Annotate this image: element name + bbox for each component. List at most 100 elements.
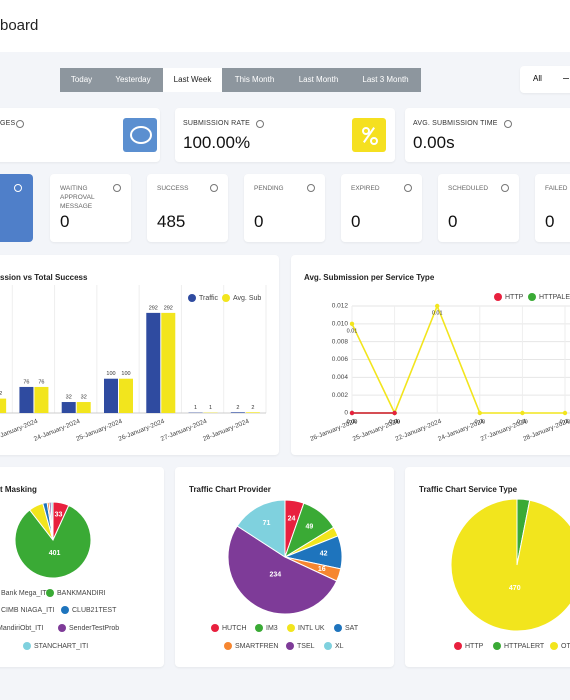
bar [245, 412, 260, 413]
pie-slice [227, 525, 338, 615]
bar-value-label: 42 [0, 391, 2, 397]
legend-label: SMARTFREN [235, 643, 278, 650]
bar-value-label: 32 [66, 394, 72, 400]
bar [146, 312, 161, 413]
legend-marker [211, 624, 219, 632]
x-tick-label: 26-January-2024 [117, 418, 166, 443]
pie-slice [14, 504, 92, 579]
legend-marker [222, 294, 230, 302]
status-card: SUCCESS 485 [147, 174, 228, 242]
legend-marker [61, 606, 69, 614]
status-value: 0 [254, 212, 264, 231]
legend-label: OTP [561, 643, 570, 650]
filter-button[interactable]: Last 3 Month [350, 68, 421, 92]
legend-label: HUTCH [222, 625, 247, 632]
bar [19, 386, 34, 413]
filter-button[interactable]: Last Week [163, 68, 222, 92]
stat-label: GES [0, 120, 16, 127]
bar-value-label: 100 [121, 371, 130, 377]
legend-label: Avg. Sub [233, 295, 261, 302]
info-icon [501, 184, 509, 192]
legend-label: IM3 [266, 625, 278, 632]
legend-marker [58, 624, 66, 632]
legend-marker [550, 642, 558, 650]
legend-label: HTTP [465, 643, 484, 650]
legend-marker [224, 642, 232, 650]
info-icon [504, 120, 512, 128]
y-tick-label: 0.012 [332, 303, 349, 310]
status-value: 0 [351, 212, 361, 231]
legend-marker [188, 294, 196, 302]
slice-label: 42 [320, 551, 328, 558]
chart-title: ssion vs Total Success [0, 273, 88, 282]
status-label: SUCCESS [157, 185, 189, 192]
legend-marker [23, 642, 31, 650]
line-point [349, 321, 355, 327]
x-tick-label: 27-January-2024 [160, 418, 209, 443]
slice-label: 24 [288, 516, 296, 523]
status-value: 0 [60, 212, 70, 231]
legend-label: HTTPALERT [539, 294, 570, 301]
status-label: PENDING [254, 185, 284, 192]
status-card: EXPIRED 0 [341, 174, 422, 242]
pie-slice [50, 501, 54, 541]
bar-value-label: 76 [38, 379, 44, 385]
bar-value-label: 76 [23, 379, 29, 385]
stat-label: SUBMISSION RATE [183, 120, 251, 127]
legend-label: INTL UK [298, 625, 325, 632]
header [0, 0, 570, 52]
bar-value-label: 2 [236, 405, 239, 411]
x-tick-label: 25-January-2024 [75, 418, 124, 443]
status-card: PENDING 0 [244, 174, 325, 242]
bar-value-label: 292 [149, 305, 158, 311]
legend-marker [528, 293, 536, 301]
legend-marker [286, 642, 294, 650]
bar [161, 312, 176, 413]
y-tick-label: 0.002 [332, 392, 349, 399]
legend-label: Bank Mega_ITI [1, 590, 49, 597]
info-icon [307, 184, 315, 192]
dropdown-icon [563, 78, 569, 79]
y-tick-label: 0.004 [332, 374, 349, 381]
info-icon [16, 120, 24, 128]
stat-value: 100.00% [183, 133, 251, 152]
filter-button[interactable]: Today [60, 68, 103, 92]
stat-card: SUBMISSION RATE 100.00% [175, 108, 395, 162]
chart-title: t Masking [0, 485, 37, 494]
chart-title: Traffic Chart Provider [189, 485, 271, 494]
slice-label: 71 [263, 520, 271, 527]
y-tick-label: 0.010 [332, 321, 349, 328]
bar [230, 412, 245, 413]
y-tick-label: 0.008 [332, 338, 349, 345]
info-icon [210, 184, 218, 192]
y-tick-label: 0 [344, 410, 348, 417]
dropdown[interactable]: All [520, 66, 570, 93]
info-icon [404, 184, 412, 192]
status-label: WAITING APPROVAL MESSAGE [60, 185, 95, 210]
bar-value-label: 1 [209, 405, 212, 411]
filter-button[interactable]: This Month [222, 68, 287, 92]
status-value: 485 [157, 212, 186, 231]
status-card: FAILED 0 [535, 174, 570, 242]
legend-marker [334, 624, 342, 632]
x-tick-label: 22-January-2024 [394, 418, 443, 443]
filter-button[interactable]: Yesterday [103, 68, 163, 92]
line-point [435, 303, 440, 309]
stat-card: GES [0, 108, 160, 162]
info-icon [256, 120, 264, 128]
line-point [562, 410, 568, 416]
filter-button[interactable]: Last Month [287, 68, 350, 92]
info-icon [113, 184, 121, 192]
slice-label: 234 [270, 571, 282, 578]
legend-label: SenderTestProb [69, 625, 119, 632]
point-value-label: 0.00 [347, 419, 358, 425]
x-tick-label: 24-January-2024 [33, 418, 82, 443]
percent-icon [352, 118, 386, 152]
chart-title: Avg. Submission per Service Type [304, 273, 435, 282]
info-icon [14, 184, 22, 192]
pie-slice [450, 498, 570, 632]
stat-label: AVG. SUBMISSION TIME [413, 120, 498, 127]
legend-marker [493, 642, 501, 650]
slice-label: 16 [318, 566, 326, 573]
